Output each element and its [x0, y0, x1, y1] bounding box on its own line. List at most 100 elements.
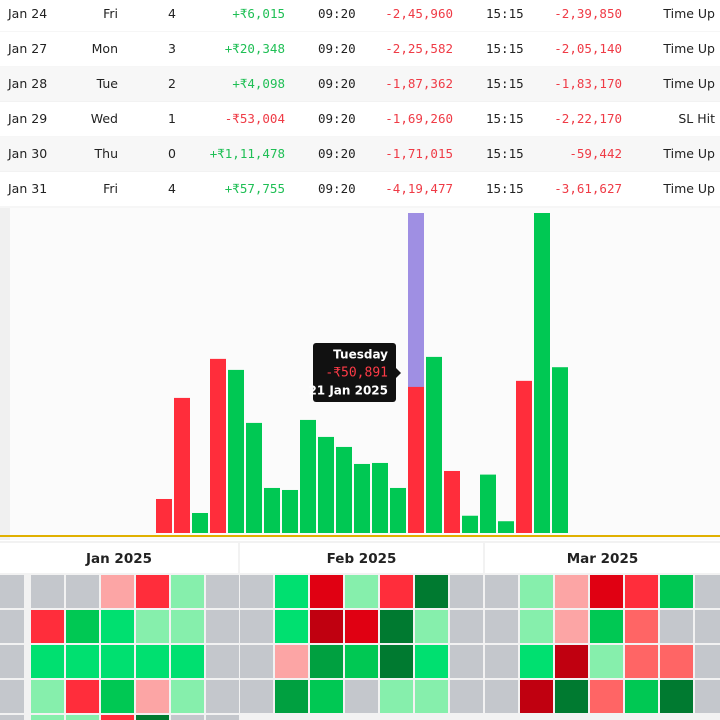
exit-time: 15:15 [486, 76, 524, 91]
calendar-cell [240, 575, 273, 608]
calendar-cell [625, 610, 658, 643]
calendar-cell [345, 680, 378, 713]
table-row [0, 137, 720, 172]
calendar-cell [240, 610, 273, 643]
tooltip-box [313, 343, 396, 402]
calendar-cell [310, 645, 343, 678]
calendar-cell [590, 680, 623, 713]
exit-value: -3,61,627 [554, 181, 622, 196]
calendar-cell [555, 645, 588, 678]
bar [336, 446, 352, 533]
calendar-cell [66, 575, 99, 608]
tooltip-title: Tuesday [333, 348, 388, 362]
calendar-cell [415, 645, 448, 678]
calendar-cell [590, 645, 623, 678]
calendar-cell [380, 645, 413, 678]
calendar-cell [695, 610, 720, 643]
bar [246, 422, 262, 533]
exit-time: 15:15 [486, 111, 524, 126]
entry-time: 09:20 [318, 6, 356, 21]
table-row [0, 172, 720, 207]
calendar-cell [275, 680, 308, 713]
bar [318, 436, 334, 533]
date: Jan 30 [7, 146, 47, 161]
calendar-cell [555, 680, 588, 713]
weekday: Mon [92, 41, 118, 56]
date: Jan 31 [7, 181, 47, 196]
calendar-cell [31, 575, 64, 608]
date: Jan 24 [7, 6, 47, 21]
calendar-cell [275, 610, 308, 643]
calendar-cell [136, 680, 169, 713]
tooltip-arrow [396, 368, 401, 378]
bar [462, 515, 478, 533]
entry-value: -4,19,477 [385, 181, 453, 196]
bar [408, 386, 424, 533]
calendar-cell [31, 680, 64, 713]
bar [228, 369, 244, 533]
entry-time: 09:20 [318, 76, 356, 91]
calendar-cell [555, 715, 588, 720]
calendar-cell [66, 645, 99, 678]
calendar-cell [310, 610, 343, 643]
calendar-cell [0, 645, 24, 678]
weekday: Tue [96, 76, 119, 91]
exit-reason: Time Up [662, 76, 715, 91]
bar [534, 213, 550, 533]
calendar-cell [520, 715, 553, 720]
bar [282, 489, 298, 533]
exit-value: -2,22,170 [554, 111, 622, 126]
calendar-cell [450, 575, 483, 608]
calendar-cell [485, 610, 518, 643]
tooltip: Tuesday -₹50,891 21 Jan 2025 [308, 343, 401, 402]
calendar-cell [310, 575, 343, 608]
exit-value: -2,05,140 [554, 41, 622, 56]
exit-time: 15:15 [486, 146, 524, 161]
bar [444, 470, 460, 533]
calendar-cell [520, 610, 553, 643]
calendar-cell [625, 680, 658, 713]
month-title: Jan 2025 [85, 551, 152, 567]
calendar-cell [590, 575, 623, 608]
calendar-cell [345, 610, 378, 643]
calendar-cell [485, 645, 518, 678]
weekday: Thu [94, 146, 118, 161]
calendar-cell [485, 680, 518, 713]
month-header [240, 543, 483, 573]
calendar-cell [101, 575, 134, 608]
calendar-cell [101, 610, 134, 643]
calendar-cell [695, 575, 720, 608]
month-title: Mar 2025 [567, 551, 638, 567]
calendar-cell [275, 715, 308, 720]
calendar-cell [520, 645, 553, 678]
bar [552, 367, 568, 533]
calendar-cell [171, 680, 204, 713]
entry-time: 09:20 [318, 146, 356, 161]
count: 3 [168, 41, 176, 56]
count: 2 [168, 76, 176, 91]
pnl: -₹53,004 [225, 111, 285, 126]
entry-value: -2,45,960 [385, 6, 453, 21]
calendar-cell [625, 575, 658, 608]
calendar-cell [101, 715, 134, 720]
bar [516, 380, 532, 533]
weekday: Fri [103, 181, 118, 196]
calendar-cell [0, 680, 24, 713]
calendar-cell [206, 715, 239, 720]
calendar-cell [415, 680, 448, 713]
calendar-cell [485, 575, 518, 608]
exit-reason: Time Up [662, 146, 715, 161]
exit-time: 15:15 [486, 6, 524, 21]
bar [156, 498, 172, 533]
calendar-cell [275, 645, 308, 678]
bar [354, 463, 370, 533]
calendar-cell [240, 645, 273, 678]
bar [372, 462, 388, 533]
exit-value: -1,83,170 [554, 76, 622, 91]
month-header [0, 543, 238, 573]
calendar-cell [136, 645, 169, 678]
date: Jan 29 [7, 111, 47, 126]
bar [300, 419, 316, 533]
calendar-cell [345, 645, 378, 678]
calendar-cell [136, 715, 169, 720]
